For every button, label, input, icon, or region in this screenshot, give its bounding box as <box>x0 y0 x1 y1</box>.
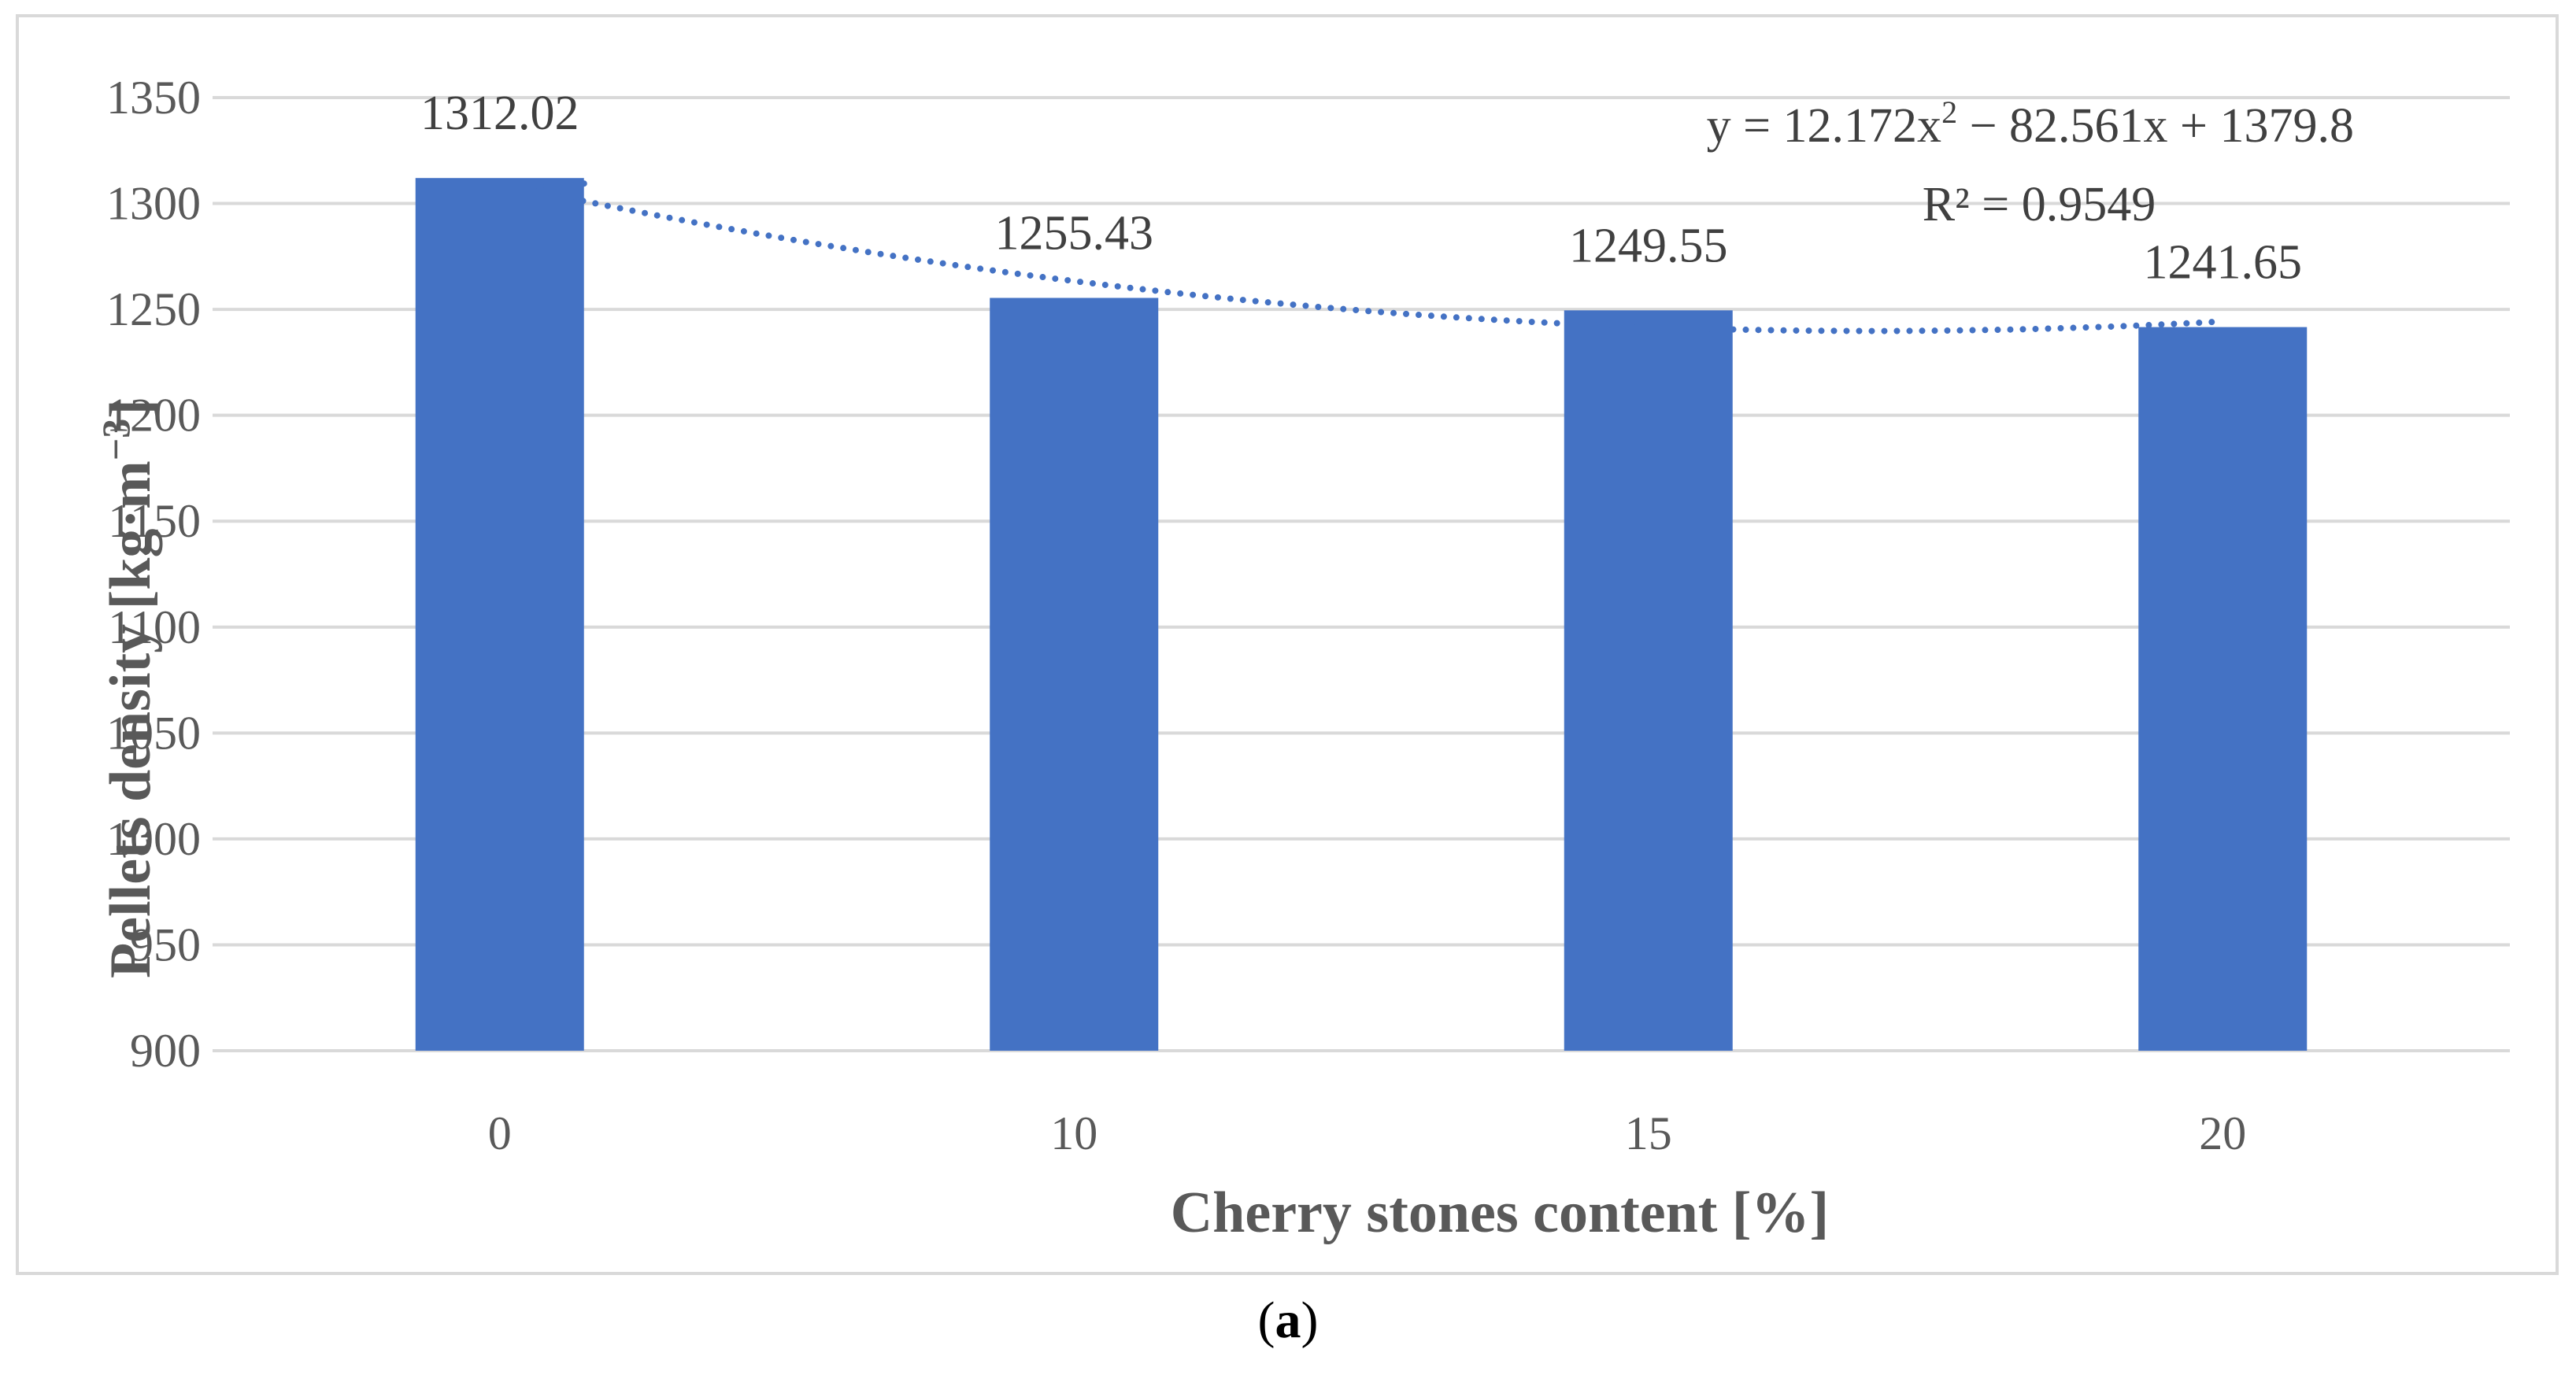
trendline-path <box>520 180 2226 334</box>
bar-series <box>415 178 2308 1052</box>
y-tick-label: 1250 <box>106 283 201 335</box>
bar <box>415 178 584 1052</box>
y-tick-label: 1200 <box>106 390 201 442</box>
bar <box>2138 327 2308 1051</box>
y-tick-label: 1050 <box>106 707 201 759</box>
y-tick-label: 950 <box>130 918 201 970</box>
y-tick-label: 1300 <box>106 178 201 230</box>
y-tick-label: 1350 <box>106 72 201 124</box>
x-tick-label: 0 <box>488 1107 512 1159</box>
bar <box>1564 310 1733 1051</box>
x-tick-label: 15 <box>1625 1107 1672 1159</box>
bar-chart: 900 950 1000 1050 1100 1150 1200 1250 1300 1350 0… <box>94 72 2510 1245</box>
y-tick-labels: 900 950 1000 1050 1100 1150 1200 1250 1300 1350 <box>106 72 201 1077</box>
y-tick-label: 1000 <box>106 813 201 865</box>
y-axis-title: Pellets density [kg·m−3] <box>94 399 163 978</box>
x-tick-label: 20 <box>2199 1107 2246 1159</box>
bar <box>990 298 1159 1051</box>
x-axis-title: Cherry stones content [%] <box>1171 1181 1829 1245</box>
trendline-equation: y = 12.172x2 − 82.561x + 1379.8 <box>1707 94 2354 153</box>
y-tick-label: 1100 <box>108 601 201 653</box>
figure-caption: (a) <box>1257 1292 1319 1349</box>
y-tick-label: 900 <box>130 1025 201 1077</box>
y-tick-label: 1150 <box>108 495 201 547</box>
data-label: 1249.55 <box>1569 219 1728 272</box>
data-labels: 1312.02 1255.43 1249.55 1241.65 <box>420 87 2302 289</box>
data-label: 1255.43 <box>995 206 1154 260</box>
x-tick-label: 10 <box>1050 1107 1097 1159</box>
data-label: 1312.02 <box>420 87 579 140</box>
trendline-r2: R² = 0.9549 <box>1923 178 2156 231</box>
data-label: 1241.65 <box>2144 236 2303 290</box>
trendline <box>520 180 2226 334</box>
x-tick-labels: 0 10 15 20 <box>488 1107 2247 1159</box>
